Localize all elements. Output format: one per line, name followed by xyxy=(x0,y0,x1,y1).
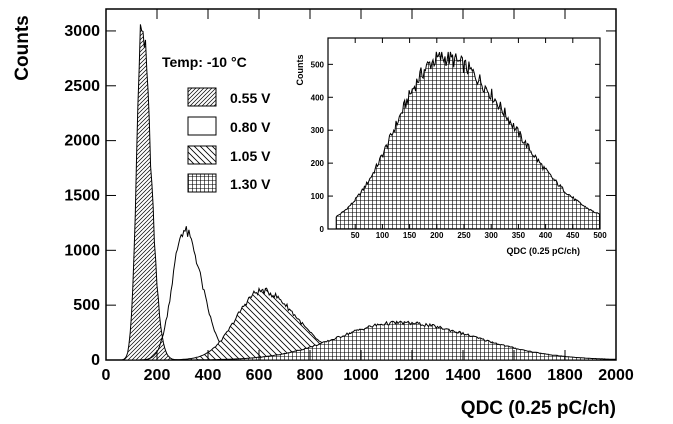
main-x-tick-label: 1600 xyxy=(496,367,532,384)
main-x-tick-label: 0 xyxy=(102,367,111,384)
main-y-tick-label: 2500 xyxy=(64,78,100,95)
x-axis-title: QDC (0.25 pC/ch) xyxy=(461,398,616,419)
inset-x-tick-label: 500 xyxy=(593,231,607,240)
legend-label-0-80v: 0.80 V xyxy=(230,119,271,135)
inset-x-tick-label: 300 xyxy=(485,231,499,240)
inset-x-tick-label: 50 xyxy=(351,231,360,240)
main-x-tick-label: 1000 xyxy=(343,367,379,384)
inset-x-tick-label: 250 xyxy=(457,231,471,240)
inset-x-axis: 50 100 150 200 250 300 350 400 450 500 xyxy=(351,38,607,240)
inset-y-tick-label: 400 xyxy=(311,93,325,102)
inset-x-tick-label: 200 xyxy=(430,231,444,240)
legend: Temp: -10 °C 0.55 V 0.80 V 1.05 V 1.30 V xyxy=(162,54,271,193)
inset-x-tick-label: 150 xyxy=(403,231,417,240)
inset-x-tick-label: 450 xyxy=(566,231,580,240)
main-x-tick-label: 1200 xyxy=(394,367,430,384)
main-x-tick-label: 800 xyxy=(297,367,324,384)
inset-y-axis: 0 100 200 300 400 500 xyxy=(311,60,600,234)
main-y-tick-label: 1500 xyxy=(64,187,100,204)
main-x-tick-label: 1400 xyxy=(445,367,481,384)
inset-series-group xyxy=(335,51,600,230)
main-series-0-55-v xyxy=(122,24,180,361)
inset-x-axis-title: QDC (0.25 pC/ch) xyxy=(506,246,580,256)
main-x-tick-label: 600 xyxy=(246,367,273,384)
inset-y-tick-label: 100 xyxy=(311,192,325,201)
inset-y-tick-label: 200 xyxy=(311,159,325,168)
legend-label-1-30v: 1.30 V xyxy=(230,176,271,192)
inset-x-tick-label: 350 xyxy=(512,231,526,240)
main-y-tick-label: 3000 xyxy=(64,23,100,40)
main-x-tick-label: 200 xyxy=(144,367,171,384)
inset-x-tick-label: 400 xyxy=(539,231,553,240)
legend-swatch-1-05v xyxy=(187,145,217,165)
legend-title: Temp: -10 °C xyxy=(162,54,247,70)
inset-y-tick-label: 0 xyxy=(320,225,325,234)
inset-series-0 xyxy=(335,51,600,230)
main-series-group xyxy=(122,24,617,361)
main-y-tick-label: 0 xyxy=(91,352,100,369)
legend-swatch-0-55v xyxy=(187,87,217,107)
main-y-tick-label: 500 xyxy=(73,297,100,314)
main-y-tick-label: 2000 xyxy=(64,133,100,150)
main-x-tick-label: 1800 xyxy=(547,367,583,384)
main-x-tick-label: 2000 xyxy=(598,367,634,384)
legend-swatch-0-80v xyxy=(187,116,217,136)
legend-label-0-55v: 0.55 V xyxy=(230,90,271,106)
main-series-1-30-v xyxy=(182,320,617,361)
inset-y-tick-label: 300 xyxy=(311,126,325,135)
main-x-tick-label: 400 xyxy=(195,367,222,384)
main-y-tick-label: 1000 xyxy=(64,242,100,259)
legend-swatch-1-30v xyxy=(187,173,217,193)
legend-label-1-05v: 1.05 V xyxy=(230,148,271,164)
inset-y-axis-title: Counts xyxy=(295,55,305,86)
inset-y-tick-label: 500 xyxy=(311,60,325,69)
y-axis-title: Counts xyxy=(12,15,33,80)
inset-x-tick-label: 100 xyxy=(376,231,390,240)
main-x-axis: 0 200 400 600 800 1000 1200 1400 1600 1800 2000 xyxy=(102,9,634,384)
